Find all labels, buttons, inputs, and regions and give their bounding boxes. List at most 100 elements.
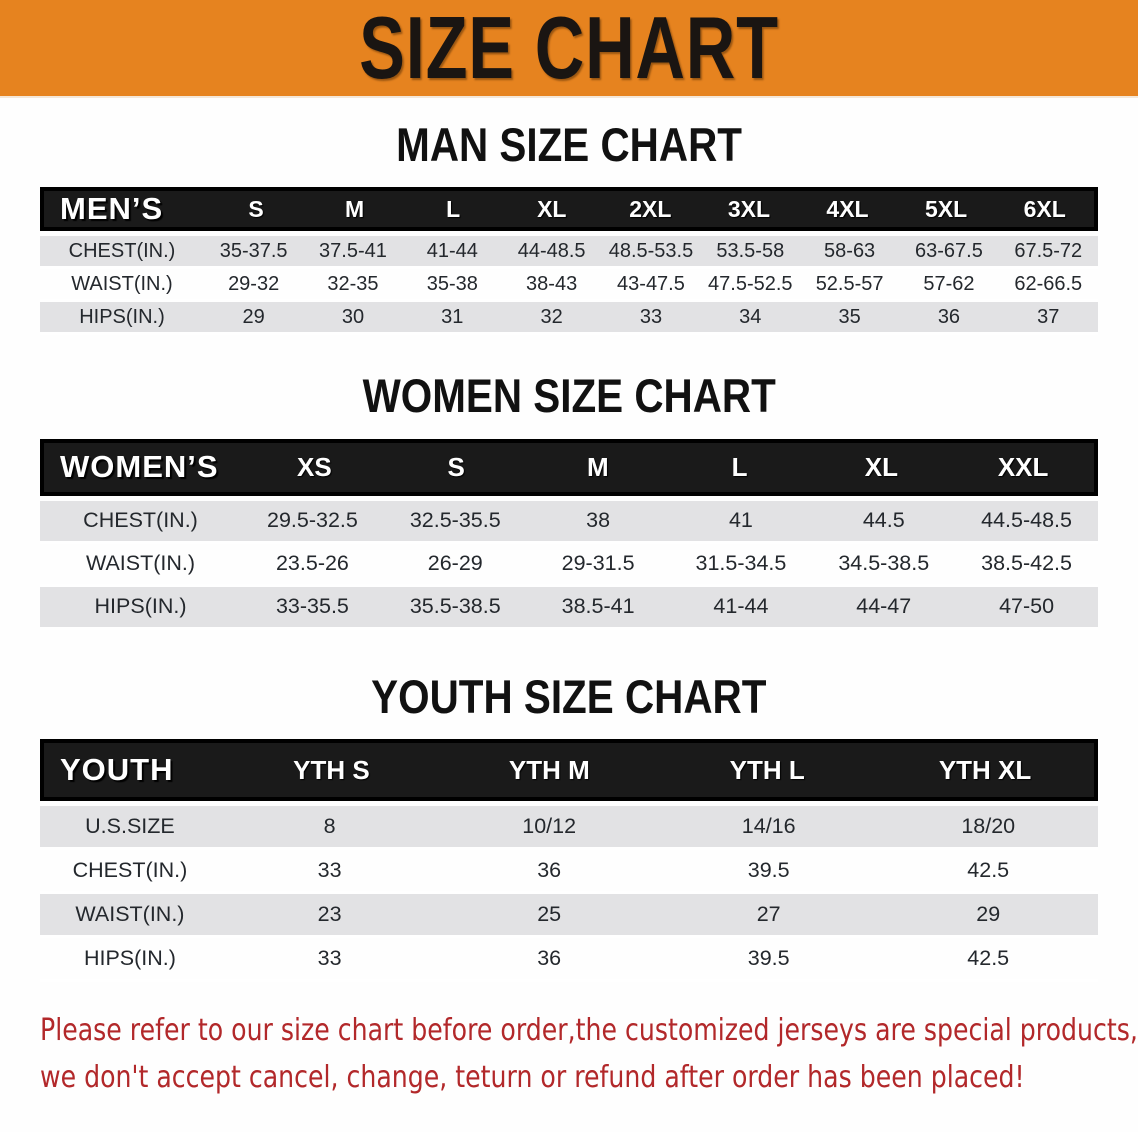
banner: SIZE CHART	[0, 0, 1138, 98]
table-title: WOMEN’S	[60, 449, 219, 485]
row-label: CHEST(IN.)	[83, 508, 198, 533]
cell-value: 62-66.5	[1014, 272, 1083, 295]
cell-value: 38.5-42.5	[981, 551, 1072, 576]
row-label: CHEST(IN.)	[72, 858, 188, 883]
column-header: S	[248, 195, 264, 222]
cell-value: 8	[323, 814, 336, 839]
cell-value: 23.5-26	[275, 551, 349, 576]
cell-value: 38-43	[526, 272, 578, 295]
section-heading-youth: YOUTH SIZE CHART	[371, 669, 767, 723]
column-header: M	[345, 195, 365, 222]
disclaimer: Please refer to our size chart before or…	[40, 1008, 1138, 1101]
women-size-table: WOMEN’S XS S M L XL XXL CHEST(IN.) 29.5-32.5 32.5…	[40, 438, 1098, 630]
cell-value: 42.5	[967, 946, 1010, 971]
column-header: L	[446, 195, 461, 222]
cell-value: 29	[242, 305, 265, 328]
column-header: XL	[864, 451, 898, 482]
table-header-row: WOMEN’S XS S M L XL XXL	[40, 438, 1098, 496]
table-title: MEN’S	[60, 191, 164, 227]
table-row: HIPS(IN.) 33-35.5 35.5-38.5 38.5-41 41-44 44-…	[40, 586, 1098, 630]
cell-value: 36	[537, 946, 562, 971]
section-men: MAN SIZE CHART MEN’S S M L XL 2XL 3XL 4XL 5XL 6XL C…	[0, 118, 1138, 336]
cell-value: 41	[728, 508, 753, 533]
cell-value: 44-47	[856, 594, 912, 619]
row-label: HIPS(IN.)	[79, 305, 165, 328]
cell-value: 29-32	[228, 272, 280, 295]
cell-value: 34.5-38.5	[838, 551, 930, 576]
cell-value: 38	[586, 508, 611, 533]
table-row: CHEST(IN.) 33 36 39.5 42.5	[40, 850, 1098, 895]
column-header: S	[447, 451, 465, 482]
cell-value: 29	[976, 902, 1001, 927]
cell-value: 38.5-41	[561, 594, 635, 619]
cell-value: 37.5-41	[319, 239, 387, 262]
column-header: 5XL	[924, 195, 968, 222]
cell-value: 36	[537, 858, 562, 883]
cell-value: 32	[540, 305, 563, 328]
cell-value: 35-38	[426, 272, 478, 295]
table-row: HIPS(IN.) 29 30 31 32 33 34 35 36 37	[40, 302, 1098, 336]
section-youth: YOUTH SIZE CHART YOUTH YTH S YTH M YTH L YTH …	[0, 669, 1138, 983]
column-header: YTH M	[508, 754, 590, 785]
cell-value: 44-48.5	[517, 239, 586, 262]
cell-value: 10/12	[522, 814, 577, 839]
cell-value: 53.5-58	[716, 239, 785, 262]
cell-value: 63-67.5	[915, 239, 983, 262]
section-heading-women: WOMEN SIZE CHART	[362, 369, 776, 423]
cell-value: 29.5-32.5	[267, 508, 358, 533]
cell-value: 14/16	[741, 814, 796, 839]
cell-value: 39.5	[747, 858, 790, 883]
row-label: HIPS(IN.)	[94, 594, 187, 619]
disclaimer-line-1: Please refer to our size chart before or…	[40, 1013, 1138, 1049]
column-header: 4XL	[826, 195, 869, 222]
row-label: WAIST(IN.)	[85, 551, 196, 576]
table-title: YOUTH	[60, 752, 174, 788]
cell-value: 30	[341, 305, 365, 328]
column-header: YTH S	[293, 754, 370, 785]
cell-value: 48.5-53.5	[608, 239, 694, 262]
column-header: L	[731, 451, 748, 482]
section-heading-men: MAN SIZE CHART	[396, 118, 742, 171]
men-size-table: MEN’S S M L XL 2XL 3XL 4XL 5XL 6XL CHEST(IN.) 35-37…	[40, 187, 1098, 336]
cell-value: 43-47.5	[617, 272, 685, 295]
table-row: WAIST(IN.) 23 25 27 29	[40, 894, 1098, 939]
row-label: WAIST(IN.)	[71, 272, 173, 295]
youth-size-table: YOUTH YTH S YTH M YTH L YTH XL U.S.SIZE 8 10/12…	[40, 739, 1098, 983]
cell-value: 35	[838, 305, 861, 328]
cell-value: 26-29	[427, 551, 483, 576]
cell-value: 37	[1037, 305, 1060, 328]
table-row: CHEST(IN.) 35-37.5 37.5-41 41-44 44-48.5 48.5…	[40, 236, 1098, 270]
column-header: 6XL	[1023, 195, 1066, 222]
cell-value: 29-31.5	[561, 551, 635, 576]
cell-value: 35-37.5	[219, 239, 288, 262]
table-row: CHEST(IN.) 29.5-32.5 32.5-35.5 38 41 44.5 44.5…	[40, 500, 1098, 544]
cell-value: 39.5	[747, 946, 790, 971]
cell-value: 18/20	[961, 814, 1016, 839]
cell-value: 52.5-57	[815, 272, 884, 295]
cell-value: 27	[756, 902, 781, 927]
row-label: WAIST(IN.)	[75, 902, 185, 927]
table-header-row: YOUTH YTH S YTH M YTH L YTH XL	[40, 739, 1098, 802]
banner-title: SIZE CHART	[359, 0, 779, 97]
cell-value: 36	[937, 305, 961, 328]
disclaimer-line-2: we don't accept cancel, change, teturn o…	[40, 1059, 1025, 1095]
cell-value: 47-50	[999, 594, 1055, 619]
cell-value: 33	[639, 305, 663, 328]
column-header: XL	[537, 195, 567, 222]
cell-value: 25	[537, 902, 562, 927]
cell-value: 44.5	[862, 508, 905, 533]
table-row: WAIST(IN.) 29-32 32-35 35-38 38-43 43-47.5 47.…	[40, 269, 1098, 303]
cell-value: 34	[739, 305, 762, 328]
cell-value: 41-44	[713, 594, 769, 619]
cell-value: 41-44	[426, 239, 478, 262]
cell-value: 58-63	[824, 239, 876, 262]
table-row: WAIST(IN.) 23.5-26 26-29 29-31.5 31.5-34.5 34…	[40, 544, 1098, 587]
column-header: YTH L	[729, 754, 805, 785]
cell-value: 42.5	[967, 858, 1010, 883]
cell-value: 35.5-38.5	[409, 594, 501, 619]
cell-value: 57-62	[923, 272, 975, 295]
column-header: XXL	[997, 451, 1049, 482]
column-header: 2XL	[629, 195, 672, 222]
table-row: U.S.SIZE 8 10/12 14/16 18/20	[40, 806, 1098, 851]
row-label: CHEST(IN.)	[68, 239, 176, 262]
